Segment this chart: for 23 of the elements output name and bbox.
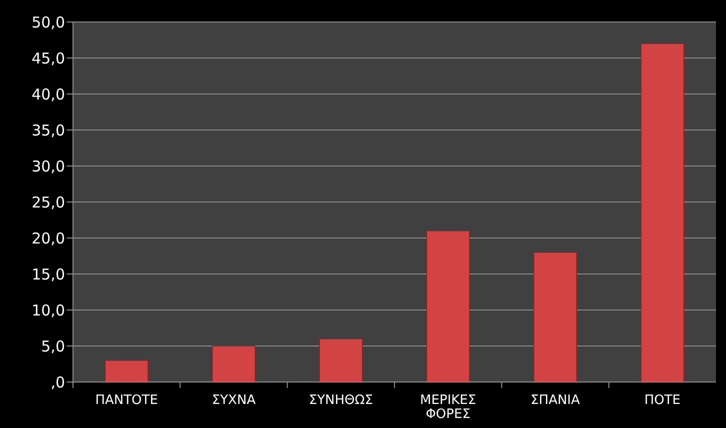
bar — [533, 252, 578, 382]
y-tick-label: 50,0 — [32, 13, 65, 32]
y-tick-label: 5,0 — [41, 337, 65, 356]
y-tick-label: 45,0 — [32, 49, 65, 68]
y-tick-label: 20,0 — [32, 229, 65, 248]
y-tick-label: 25,0 — [32, 193, 65, 212]
x-tick-label: ΣΥΧΝΑ — [212, 393, 256, 408]
bar — [319, 338, 363, 382]
x-tick-label: ΜΕΡΙΚΕΣ ΦΟΡΕΣ — [420, 393, 476, 422]
bar — [212, 346, 256, 382]
x-tick-label: ΣΥΝΗΘΩΣ — [308, 393, 373, 408]
y-tick-label: 35,0 — [32, 121, 65, 140]
bar — [426, 230, 470, 382]
y-tick-label: 30,0 — [32, 157, 65, 176]
x-tick-label: ΠΟΤΕ — [644, 393, 681, 408]
y-tick-label: 10,0 — [32, 301, 65, 320]
y-tick-label: ,0 — [50, 373, 65, 392]
bar — [640, 43, 684, 382]
y-tick-label: 40,0 — [32, 85, 65, 104]
x-tick-label: ΠΑΝΤΟΤΕ — [95, 393, 158, 408]
y-tick-label: 15,0 — [32, 265, 65, 284]
bar — [104, 360, 148, 382]
x-tick-label: ΣΠΑΝΙΑ — [530, 393, 580, 408]
